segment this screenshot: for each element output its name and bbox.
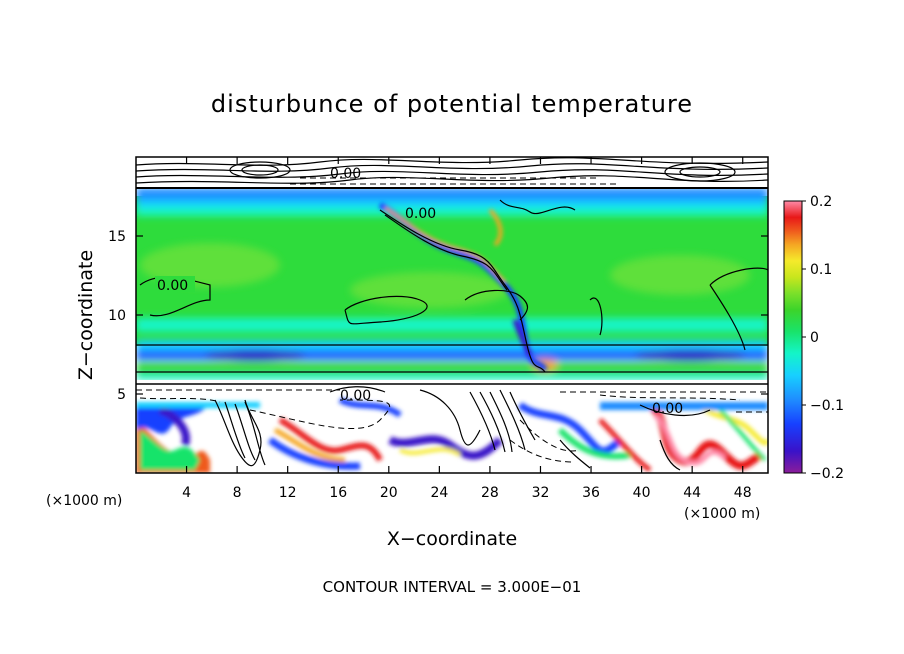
x-tick-label: 40 bbox=[633, 485, 651, 501]
chart-title: disturbunce of potential temperature bbox=[211, 90, 693, 118]
x-axis-label: X−coordinate bbox=[387, 528, 517, 550]
x-tick-label: 8 bbox=[233, 485, 242, 501]
y-axis-unit: (×1000 m) bbox=[46, 493, 122, 509]
x-tick-label: 32 bbox=[532, 485, 550, 501]
contour-label: 0.00 bbox=[157, 278, 188, 294]
contour-label: 0.00 bbox=[340, 388, 371, 404]
contour-interval-note: CONTOUR INTERVAL = 3.000E−01 bbox=[323, 578, 582, 596]
contour-label: 0.00 bbox=[405, 206, 436, 222]
contour-labels: 0.00 0.00 0.00 0.00 0.00 bbox=[155, 166, 683, 417]
x-axis-unit: (×1000 m) bbox=[684, 506, 760, 522]
x-tick-label: 4 bbox=[182, 485, 191, 501]
y-tick-label: 5 bbox=[117, 387, 126, 403]
plot-field: 0.00 0.00 0.00 0.00 0.00 bbox=[136, 157, 768, 473]
x-tick-label: 16 bbox=[329, 485, 347, 501]
contour-label: 0.00 bbox=[652, 401, 683, 417]
x-tick-label: 28 bbox=[481, 485, 499, 501]
colorbar-tick-label: −0.1 bbox=[810, 398, 844, 414]
x-tick-label: 48 bbox=[734, 485, 752, 501]
x-tick-label: 12 bbox=[279, 485, 297, 501]
y-tick-label: 10 bbox=[108, 308, 126, 324]
colorbar-ticks: 0.2 0.1 0 −0.1 −0.2 bbox=[802, 194, 844, 482]
y-axis: 5 10 15 bbox=[108, 229, 768, 403]
x-tick-label: 36 bbox=[582, 485, 600, 501]
x-tick-label: 24 bbox=[430, 485, 448, 501]
colorbar-tick-label: 0.2 bbox=[810, 194, 832, 210]
x-tick-label: 20 bbox=[380, 485, 398, 501]
colorbar-tick-label: −0.2 bbox=[810, 466, 844, 482]
x-tick-label: 44 bbox=[683, 485, 701, 501]
colorbar-tick-label: 0.1 bbox=[810, 262, 832, 278]
y-axis-label: Z−coordinate bbox=[75, 250, 97, 380]
colorbar-gradient bbox=[783, 200, 803, 474]
contour-label: 0.00 bbox=[330, 166, 361, 182]
x-axis: 4 8 12 16 20 24 28 32 36 40 44 48 bbox=[182, 157, 752, 501]
colorbar: 0.2 0.1 0 −0.1 −0.2 bbox=[783, 194, 844, 482]
colorbar-tick-label: 0 bbox=[810, 330, 819, 346]
y-tick-label: 15 bbox=[108, 229, 126, 245]
